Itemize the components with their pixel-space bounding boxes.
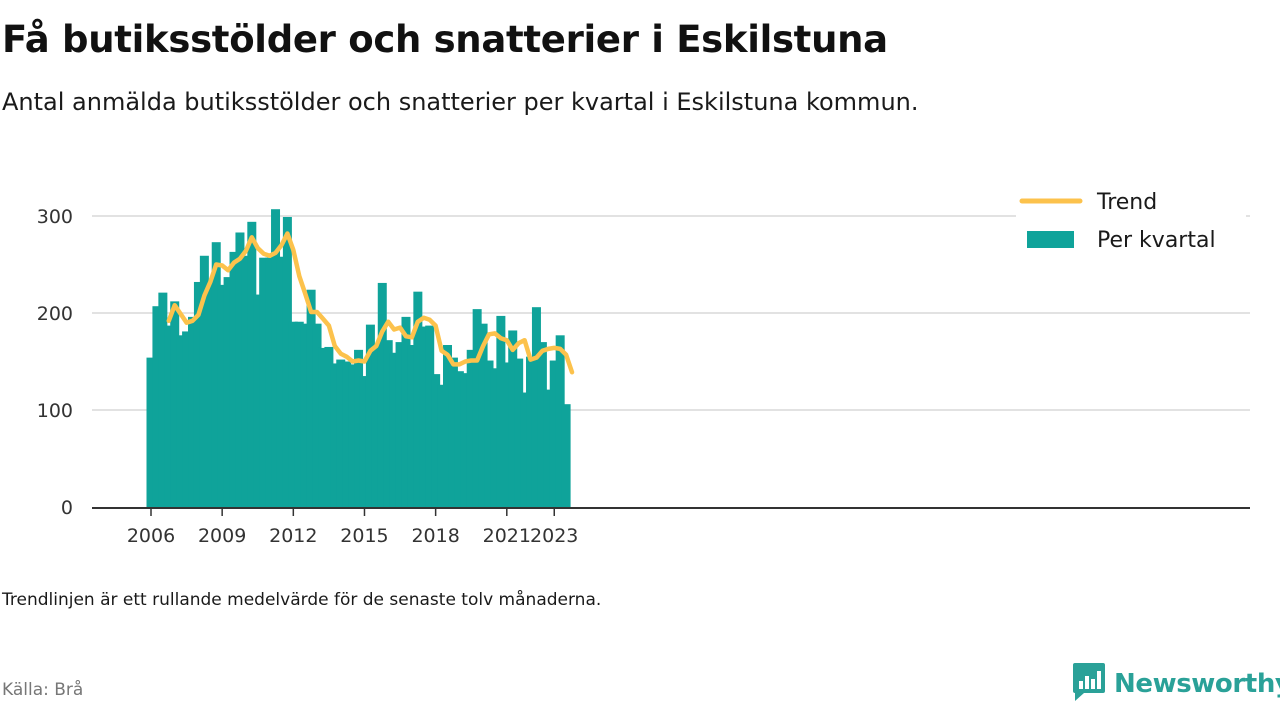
- bar: [520, 392, 530, 507]
- axes: 0 100 200 300 2006 2009 2012 2015 2018 2021 2023: [37, 206, 1250, 547]
- x-tick-label: 2015: [340, 525, 388, 547]
- bar: [223, 277, 233, 507]
- bar: [496, 315, 506, 507]
- bar: [502, 362, 512, 507]
- bar-series-per-kvartal: [146, 209, 571, 508]
- bar: [253, 294, 263, 507]
- bar: [247, 221, 257, 507]
- line-series-trend: [166, 231, 575, 375]
- bar: [508, 330, 518, 507]
- x-tick-label: 2012: [269, 525, 317, 547]
- bar: [365, 324, 375, 507]
- bar: [478, 323, 488, 507]
- brand-name: Newsworthy: [1114, 669, 1280, 699]
- chart-subtitle: Antal anmälda butiksstölder och snatteri…: [2, 88, 919, 116]
- bar: [336, 359, 346, 507]
- bar: [170, 301, 180, 507]
- bar-chart-icon: [1072, 662, 1106, 706]
- bar: [549, 360, 559, 507]
- bar: [484, 360, 494, 507]
- bar: [182, 331, 192, 507]
- x-tick-label: 2009: [198, 525, 246, 547]
- bar: [359, 376, 369, 507]
- bar: [466, 349, 476, 507]
- bar: [407, 345, 417, 507]
- x-tick-label: 2021: [483, 525, 531, 547]
- bar: [193, 281, 203, 507]
- bar: [330, 363, 340, 507]
- bar: [413, 291, 423, 507]
- bar: [199, 255, 209, 507]
- bar: [300, 323, 310, 507]
- bar: [454, 371, 464, 507]
- legend-bar-label: Per kvartal: [1097, 228, 1216, 253]
- legend-trend-label: Trend: [1096, 190, 1157, 215]
- x-tick-label: 2023: [530, 525, 578, 547]
- y-tick-label: 100: [37, 400, 73, 422]
- bar: [460, 373, 470, 507]
- bar: [229, 251, 239, 507]
- bar: [294, 321, 304, 507]
- bar: [205, 280, 215, 507]
- bar: [531, 307, 541, 507]
- bar: [543, 389, 553, 507]
- bar: [282, 216, 292, 507]
- bar: [259, 257, 269, 507]
- bar: [288, 321, 298, 507]
- bar: [152, 306, 162, 507]
- source-note: Källa: Brå: [2, 680, 84, 700]
- bar: [425, 325, 435, 507]
- bar: [371, 346, 381, 507]
- bar: [276, 256, 286, 507]
- bar: [348, 364, 358, 507]
- bar: [537, 342, 547, 507]
- bar: [431, 374, 441, 507]
- bar: [443, 345, 452, 507]
- bar: [514, 358, 524, 507]
- bar: [158, 292, 168, 507]
- legend-bar-swatch: [1027, 231, 1074, 248]
- bar: [318, 347, 328, 507]
- bar: [211, 242, 221, 507]
- bar: [235, 232, 245, 508]
- bar: [437, 384, 447, 507]
- bar: [377, 282, 387, 507]
- bar: [383, 340, 393, 507]
- legend: Trend Per kvartal: [1016, 190, 1246, 260]
- bar: [561, 404, 571, 507]
- bar: [306, 289, 316, 507]
- trend-line: [166, 231, 575, 375]
- bar: [354, 349, 364, 507]
- bar: [271, 209, 281, 507]
- bar: [312, 323, 322, 507]
- y-tick-label: 300: [37, 206, 73, 228]
- bar: [265, 257, 275, 507]
- y-tick-label: 200: [37, 303, 73, 325]
- bar: [448, 357, 458, 507]
- y-tick-label: 0: [61, 497, 73, 519]
- bar: [217, 284, 227, 507]
- bar: [188, 316, 198, 507]
- bar: [419, 326, 429, 507]
- x-tick-label: 2006: [127, 525, 175, 547]
- chart-title: Få butiksstölder och snatterier i Eskils…: [2, 18, 888, 61]
- bar: [555, 335, 565, 507]
- bar: [401, 316, 411, 507]
- bar: [490, 368, 500, 507]
- bar: [146, 357, 156, 507]
- bar: [164, 325, 174, 507]
- bar: [395, 342, 405, 507]
- bar: [324, 346, 334, 507]
- bar: [342, 361, 352, 507]
- bar: [389, 352, 399, 507]
- bar: [176, 335, 186, 507]
- bar: [526, 356, 536, 507]
- chart: 0 100 200 300 2006 2009 2012 2015 2018 2021 2023 T…: [37, 190, 1250, 547]
- bar: [472, 309, 482, 507]
- brand-logo: Newsworthy: [1072, 662, 1280, 706]
- x-tick-label: 2018: [411, 525, 459, 547]
- bar: [241, 255, 251, 507]
- footnote: Trendlinjen är ett rullande medelvärde f…: [2, 590, 602, 610]
